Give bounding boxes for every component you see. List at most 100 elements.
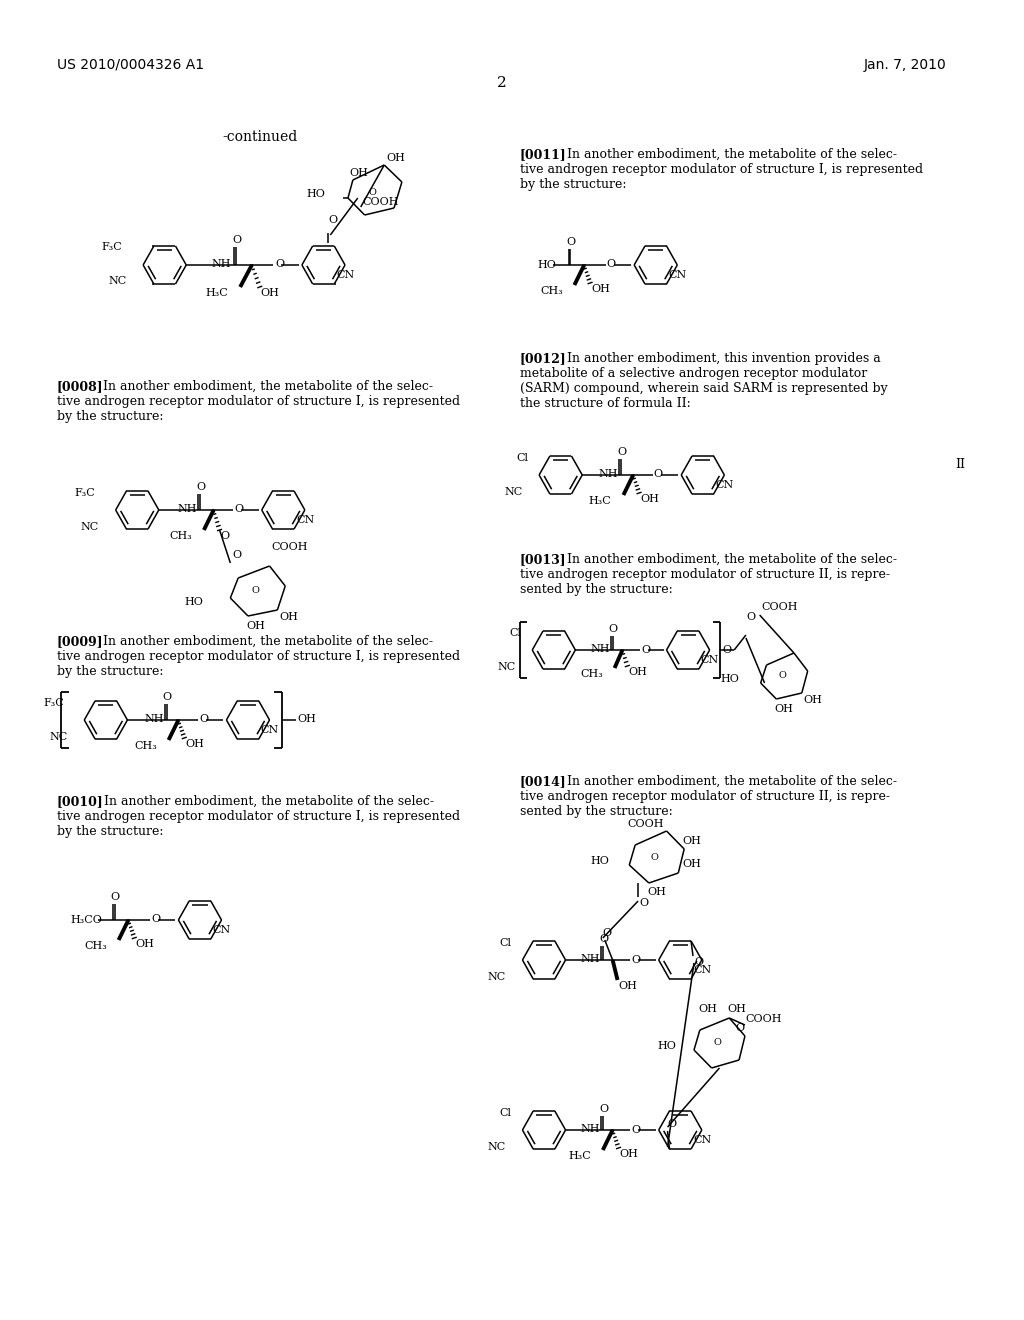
Text: II: II	[955, 458, 966, 471]
Text: OH: OH	[698, 1005, 717, 1014]
Text: O: O	[252, 586, 260, 595]
Text: O: O	[275, 259, 285, 269]
Text: O: O	[651, 853, 658, 862]
Text: NH: NH	[177, 504, 197, 513]
Text: OH: OH	[682, 836, 701, 846]
Text: O: O	[603, 928, 612, 939]
Text: tive androgen receptor modulator of structure II, is repre-: tive androgen receptor modulator of stru…	[519, 568, 890, 581]
Text: NH: NH	[581, 1125, 600, 1134]
Text: by the structure:: by the structure:	[519, 178, 626, 191]
Text: O: O	[745, 612, 755, 622]
Text: NC: NC	[498, 663, 516, 672]
Text: tive androgen receptor modulator of structure I, is represented: tive androgen receptor modulator of stru…	[519, 162, 923, 176]
Text: H₃C: H₃C	[568, 1151, 591, 1162]
Text: 2: 2	[497, 77, 507, 90]
Text: O: O	[111, 892, 120, 902]
Text: CH₃: CH₃	[580, 669, 603, 678]
Text: O: O	[196, 482, 205, 492]
Text: HO: HO	[306, 189, 326, 199]
Text: COOH: COOH	[628, 818, 664, 829]
Text: O: O	[329, 215, 338, 224]
Text: CH₃: CH₃	[134, 741, 157, 751]
Text: CH₃: CH₃	[84, 941, 106, 950]
Text: [0010]: [0010]	[57, 795, 103, 808]
Text: In another embodiment, the metabolite of the selec-: In another embodiment, the metabolite of…	[103, 795, 434, 808]
Text: O: O	[653, 469, 663, 479]
Text: O: O	[220, 531, 229, 541]
Text: O: O	[599, 1104, 608, 1114]
Text: In another embodiment, this invention provides a: In another embodiment, this invention pr…	[566, 352, 881, 366]
Text: OH: OH	[647, 887, 666, 898]
Text: O: O	[232, 550, 242, 560]
Text: O: O	[599, 935, 608, 944]
Text: OH: OH	[618, 981, 637, 991]
Text: OH: OH	[349, 168, 368, 178]
Text: [0008]: [0008]	[57, 380, 103, 393]
Text: OH: OH	[774, 704, 794, 714]
Text: OH: OH	[629, 667, 647, 677]
Text: Cl: Cl	[510, 628, 521, 638]
Text: O: O	[668, 1119, 677, 1129]
Text: OH: OH	[246, 620, 265, 631]
Text: CN: CN	[693, 1135, 712, 1144]
Text: O: O	[694, 957, 703, 968]
Text: NC: NC	[504, 487, 522, 498]
Text: F₃C: F₃C	[43, 698, 63, 708]
Text: O: O	[163, 692, 172, 702]
Text: CN: CN	[336, 271, 354, 280]
Text: O: O	[151, 913, 160, 924]
Text: H₃C: H₃C	[589, 496, 611, 506]
Text: O: O	[607, 259, 615, 269]
Text: NC: NC	[81, 521, 99, 532]
Text: OH: OH	[386, 153, 406, 162]
Text: O: O	[369, 187, 377, 197]
Text: OH: OH	[297, 714, 315, 723]
Text: [0012]: [0012]	[519, 352, 566, 366]
Text: NC: NC	[487, 1142, 506, 1152]
Text: HO: HO	[184, 597, 203, 607]
Text: OH: OH	[620, 1148, 638, 1159]
Text: tive androgen receptor modulator of structure I, is represented: tive androgen receptor modulator of stru…	[57, 810, 460, 822]
Text: NH: NH	[581, 954, 600, 964]
Text: O: O	[617, 447, 627, 457]
Text: F₃C: F₃C	[75, 488, 95, 498]
Text: (SARM) compound, wherein said SARM is represented by: (SARM) compound, wherein said SARM is re…	[519, 381, 887, 395]
Text: CH₃: CH₃	[540, 286, 562, 296]
Text: COOH: COOH	[271, 543, 308, 552]
Text: OH: OH	[261, 288, 280, 298]
Text: Cl: Cl	[500, 1107, 512, 1118]
Text: COOH: COOH	[762, 602, 798, 612]
Text: HO: HO	[720, 675, 739, 684]
Text: NH: NH	[144, 714, 164, 723]
Text: O: O	[608, 624, 617, 634]
Text: NC: NC	[487, 972, 506, 982]
Text: O: O	[199, 714, 208, 723]
Text: O: O	[639, 898, 648, 908]
Text: NC: NC	[49, 733, 68, 742]
Text: In another embodiment, the metabolite of the selec-: In another embodiment, the metabolite of…	[103, 635, 433, 648]
Text: CN: CN	[669, 271, 687, 280]
Text: Cl: Cl	[516, 453, 528, 463]
Text: In another embodiment, the metabolite of the selec-: In another embodiment, the metabolite of…	[566, 553, 897, 566]
Text: OH: OH	[185, 739, 204, 748]
Text: [0013]: [0013]	[519, 553, 566, 566]
Text: CN: CN	[261, 725, 279, 735]
Text: OH: OH	[280, 612, 298, 622]
Text: O: O	[631, 1125, 640, 1135]
Text: H₃C: H₃C	[206, 288, 228, 298]
Text: HO: HO	[591, 855, 609, 866]
Text: by the structure:: by the structure:	[57, 665, 164, 678]
Text: In another embodiment, the metabolite of the selec-: In another embodiment, the metabolite of…	[103, 380, 433, 393]
Text: CN: CN	[693, 965, 712, 975]
Text: COOH: COOH	[362, 197, 399, 207]
Text: OH: OH	[591, 284, 610, 294]
Text: OH: OH	[727, 1005, 746, 1014]
Text: sented by the structure:: sented by the structure:	[519, 583, 673, 597]
Text: In another embodiment, the metabolite of the selec-: In another embodiment, the metabolite of…	[566, 148, 897, 161]
Text: O: O	[714, 1038, 722, 1047]
Text: by the structure:: by the structure:	[57, 411, 164, 422]
Text: COOH: COOH	[744, 1014, 781, 1024]
Text: OH: OH	[804, 696, 822, 705]
Text: O: O	[566, 238, 575, 247]
Text: In another embodiment, the metabolite of the selec-: In another embodiment, the metabolite of…	[566, 775, 897, 788]
